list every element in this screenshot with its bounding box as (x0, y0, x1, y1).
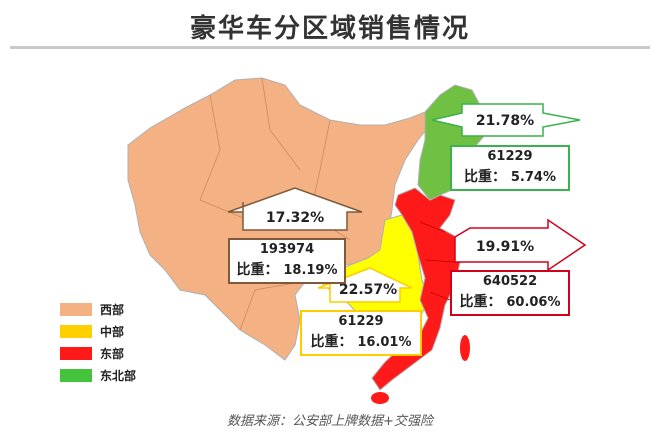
northeast-ratio: 比重： 5.74% (464, 169, 556, 185)
page-title: 豪华车分区域销售情况 (189, 14, 470, 44)
legend-item-east: 东部 (60, 342, 136, 364)
east-ratio: 比重： 60.06% (459, 294, 561, 310)
east-data-box: 640522 比重： 60.06% (450, 270, 570, 316)
northeast-data-box: 61229 比重： 5.74% (450, 145, 570, 191)
northeast-growth-label: 21.78% (475, 113, 535, 129)
west-value: 193974 (259, 242, 315, 257)
northeast-value: 61229 (487, 149, 533, 164)
east-growth-label: 19.91% (475, 239, 535, 255)
arrow-northeast (431, 103, 581, 137)
region-east (371, 187, 463, 391)
arrow-east-shape (454, 218, 587, 272)
legend-item-west: 西部 (60, 298, 136, 320)
west-ratio: 比重： 18.19% (236, 262, 338, 278)
central-growth-label: 22.57% (338, 282, 398, 298)
west-growth-label: 17.32% (265, 210, 325, 226)
central-ratio: 比重： 16.01% (310, 334, 412, 350)
legend-swatch-west (60, 302, 92, 316)
legend-item-northeast: 东北部 (60, 364, 136, 386)
legend: 西部 中部 东部 东北部 (60, 298, 136, 386)
west-data-box: 193974 比重： 18.19% (228, 238, 346, 284)
legend-swatch-central (60, 324, 92, 338)
east-value: 640522 (482, 274, 538, 289)
island-hainan (371, 392, 389, 404)
legend-swatch-northeast (60, 368, 92, 382)
legend-item-central: 中部 (60, 320, 136, 342)
island-taiwan (460, 335, 470, 361)
data-source-caption: 数据来源：公安部上牌数据+交强险 (227, 414, 433, 429)
arrow-central (317, 267, 413, 303)
legend-swatch-east (60, 346, 92, 360)
central-data-box: 61229 比重： 16.01% (300, 310, 422, 356)
title-divider (10, 46, 650, 49)
central-value: 61229 (338, 314, 384, 329)
arrow-west (227, 187, 363, 231)
